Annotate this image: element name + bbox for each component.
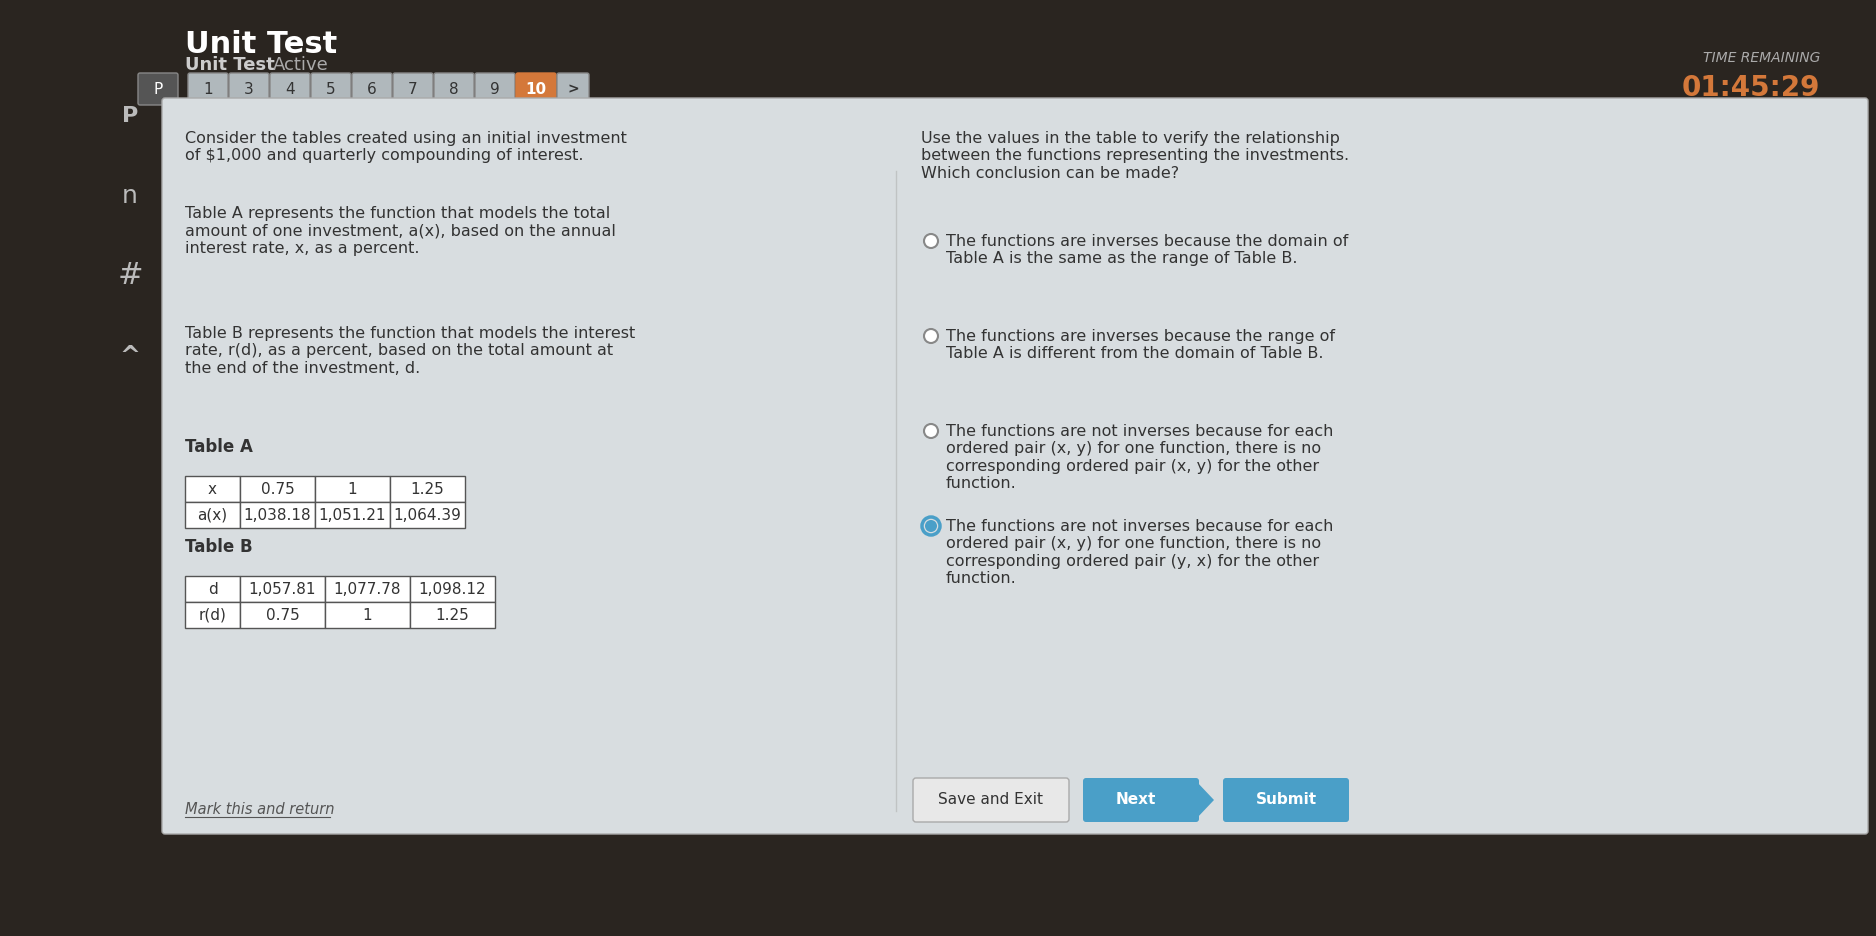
Text: 1.25: 1.25 xyxy=(411,481,445,496)
Bar xyxy=(240,502,315,528)
Text: Unit Test: Unit Test xyxy=(186,30,338,59)
Bar xyxy=(186,602,240,628)
Text: 1,098.12: 1,098.12 xyxy=(418,581,486,596)
Bar xyxy=(325,602,411,628)
FancyBboxPatch shape xyxy=(161,98,1868,834)
Text: Table B represents the function that models the interest
rate, r(d), as a percen: Table B represents the function that mod… xyxy=(186,326,636,375)
FancyBboxPatch shape xyxy=(1223,778,1349,822)
Text: x: x xyxy=(208,481,218,496)
Text: The functions are inverses because the domain of
Table A is the same as the rang: The functions are inverses because the d… xyxy=(946,234,1349,267)
FancyBboxPatch shape xyxy=(557,73,589,105)
Bar xyxy=(411,576,495,602)
Text: 01:45:29: 01:45:29 xyxy=(1681,74,1820,102)
Text: 1,064.39: 1,064.39 xyxy=(394,507,461,522)
FancyBboxPatch shape xyxy=(392,73,433,105)
Text: 1,038.18: 1,038.18 xyxy=(244,507,311,522)
Bar xyxy=(186,576,240,602)
FancyBboxPatch shape xyxy=(311,73,351,105)
Bar xyxy=(315,476,390,502)
Text: 0.75: 0.75 xyxy=(261,481,295,496)
Text: Table A represents the function that models the total
amount of one investment, : Table A represents the function that mod… xyxy=(186,206,615,256)
Text: Active: Active xyxy=(274,56,328,74)
Text: 1,051.21: 1,051.21 xyxy=(319,507,386,522)
Text: Table B: Table B xyxy=(186,538,253,556)
Circle shape xyxy=(925,329,938,343)
Text: P: P xyxy=(154,81,163,96)
Polygon shape xyxy=(1197,781,1214,819)
FancyBboxPatch shape xyxy=(1082,778,1199,822)
Text: 1,077.78: 1,077.78 xyxy=(334,581,401,596)
Text: Unit Test: Unit Test xyxy=(186,56,274,74)
FancyBboxPatch shape xyxy=(353,73,392,105)
Text: 4: 4 xyxy=(285,81,295,96)
FancyBboxPatch shape xyxy=(516,73,555,105)
FancyBboxPatch shape xyxy=(914,778,1069,822)
Text: The functions are inverses because the range of
Table A is different from the do: The functions are inverses because the r… xyxy=(946,329,1336,361)
Bar xyxy=(411,602,495,628)
FancyBboxPatch shape xyxy=(270,73,310,105)
Text: 5: 5 xyxy=(326,81,336,96)
Bar xyxy=(186,502,240,528)
FancyBboxPatch shape xyxy=(229,73,268,105)
Text: Next: Next xyxy=(1116,793,1156,808)
FancyBboxPatch shape xyxy=(433,73,475,105)
FancyBboxPatch shape xyxy=(475,73,516,105)
Text: 7: 7 xyxy=(409,81,418,96)
Bar xyxy=(390,476,465,502)
FancyBboxPatch shape xyxy=(139,73,178,105)
FancyBboxPatch shape xyxy=(188,73,229,105)
Text: d: d xyxy=(208,581,218,596)
Bar xyxy=(240,576,325,602)
Text: r(d): r(d) xyxy=(199,607,227,622)
Bar xyxy=(390,502,465,528)
Bar xyxy=(325,576,411,602)
Text: 8: 8 xyxy=(448,81,460,96)
Text: 9: 9 xyxy=(490,81,499,96)
Text: Use the values in the table to verify the relationship
between the functions rep: Use the values in the table to verify th… xyxy=(921,131,1349,181)
Text: 1: 1 xyxy=(347,481,356,496)
Text: Submit: Submit xyxy=(1255,793,1317,808)
Text: The functions are not inverses because for each
ordered pair (x, y) for one func: The functions are not inverses because f… xyxy=(946,519,1334,586)
Text: Mark this and return: Mark this and return xyxy=(186,801,334,816)
Circle shape xyxy=(925,424,938,438)
Text: 6: 6 xyxy=(368,81,377,96)
Text: 10: 10 xyxy=(525,81,546,96)
Text: #: # xyxy=(116,261,143,290)
Text: The functions are not inverses because for each
ordered pair (x, y) for one func: The functions are not inverses because f… xyxy=(946,424,1334,491)
Text: 1,057.81: 1,057.81 xyxy=(250,581,317,596)
Text: n: n xyxy=(122,184,139,208)
Text: TIME REMAINING: TIME REMAINING xyxy=(1703,51,1820,65)
Text: 1.25: 1.25 xyxy=(435,607,469,622)
Text: >: > xyxy=(567,82,580,96)
Text: 1: 1 xyxy=(362,607,371,622)
Text: Table A: Table A xyxy=(186,438,253,456)
Text: P: P xyxy=(122,106,139,126)
Text: 3: 3 xyxy=(244,81,253,96)
Bar xyxy=(240,476,315,502)
Text: a(x): a(x) xyxy=(197,507,227,522)
Text: ^: ^ xyxy=(120,344,141,368)
Text: Consider the tables created using an initial investment
of $1,000 and quarterly : Consider the tables created using an ini… xyxy=(186,131,627,164)
Text: Save and Exit: Save and Exit xyxy=(938,793,1043,808)
Bar xyxy=(315,502,390,528)
Text: 1: 1 xyxy=(203,81,212,96)
Circle shape xyxy=(925,234,938,248)
Bar xyxy=(186,476,240,502)
Bar xyxy=(240,602,325,628)
Text: 0.75: 0.75 xyxy=(266,607,300,622)
Circle shape xyxy=(925,520,936,532)
